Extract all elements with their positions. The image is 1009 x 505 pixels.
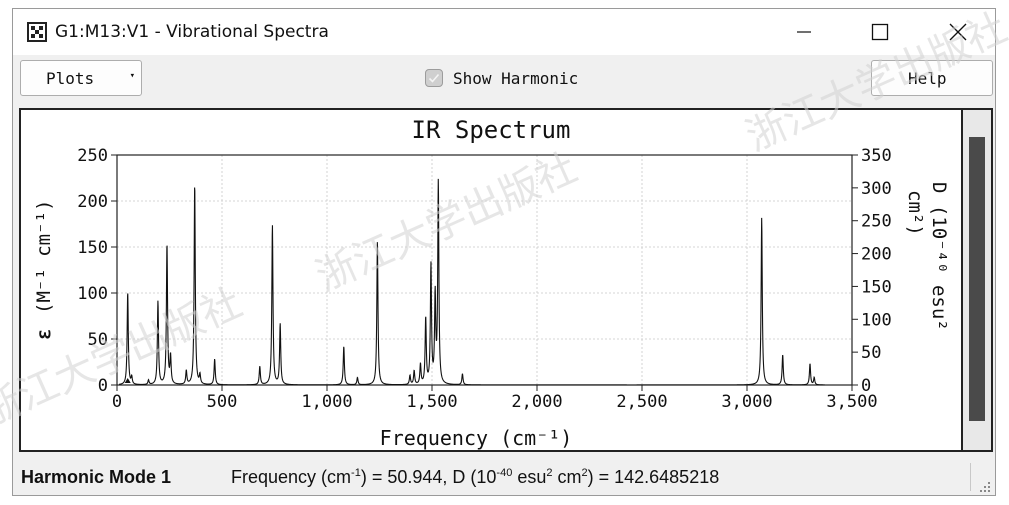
- x-tick-label: 3,500: [826, 392, 877, 412]
- vibrational-spectra-window: G1:M13:V1 - Vibrational Spectra Plots ▾ …: [12, 8, 996, 496]
- plots-dropdown-button[interactable]: Plots ▾: [20, 60, 142, 96]
- status-separator: [970, 463, 971, 491]
- status-bar: Harmonic Mode 1 Frequency (cm-1) = 50.94…: [13, 457, 995, 495]
- close-icon: [949, 23, 967, 41]
- plots-label: Plots: [46, 69, 95, 88]
- y-right-tick-label: 0: [861, 376, 871, 396]
- y-axis-left-label-group: ε (M⁻¹ cm⁻¹): [33, 200, 55, 340]
- x-axis-label: Frequency (cm⁻¹): [380, 426, 573, 450]
- x-tick-label: 500: [207, 392, 238, 412]
- y-right-tick-label: 300: [861, 179, 892, 199]
- y-left-tick-label: 0: [98, 376, 108, 396]
- y-right-tick-label: 150: [861, 277, 892, 297]
- mode-scrollbar[interactable]: [969, 137, 985, 421]
- y-right-tick-label: 200: [861, 245, 892, 265]
- y-axis-right-label-line1: D (10⁻⁴⁰ esu²: [928, 182, 950, 331]
- y-right-tick-label: 100: [861, 310, 892, 330]
- spectrum-series-line: [119, 178, 825, 386]
- y-axis-right-label-line2: cm²): [904, 190, 926, 236]
- title-bar[interactable]: G1:M13:V1 - Vibrational Spectra: [13, 9, 995, 55]
- help-label: Help: [908, 69, 947, 88]
- toolbar: Plots ▾ Show Harmonic Help: [13, 55, 995, 105]
- x-tick-label: 0: [112, 392, 122, 412]
- chevron-down-icon: ▾: [129, 71, 135, 81]
- maximize-icon: [871, 23, 889, 41]
- y-right-tick-label: 250: [861, 212, 892, 232]
- resize-grip-icon[interactable]: [979, 481, 991, 493]
- window-title: G1:M13:V1 - Vibrational Spectra: [55, 22, 329, 42]
- selected-mode-marker: [124, 378, 131, 383]
- show-harmonic-label[interactable]: Show Harmonic: [453, 69, 579, 88]
- x-tick-label: 2,000: [511, 392, 562, 412]
- y-left-tick-label: 150: [77, 238, 108, 258]
- status-frequency-info: Frequency (cm-1) = 50.944, D (10-40 esu2…: [231, 467, 720, 487]
- y-left-tick-label: 100: [77, 284, 108, 304]
- plot-area-border: [116, 154, 853, 386]
- y-right-tick-label: 50: [861, 343, 881, 363]
- mode-sidebar: [963, 108, 993, 452]
- ir-spectrum-chart: 0 50 100 150 200 250 0 50 100 150 200 250 300 350 0 5…: [33, 116, 950, 450]
- ir-spectrum-plot[interactable]: 0 50 100 150 200 250 0 50 100 150 200 250 300 350 0 5…: [19, 108, 963, 452]
- status-mode-label: Harmonic Mode 1: [21, 467, 172, 487]
- app-icon: [27, 22, 47, 42]
- y-axis-left-label: (M⁻¹ cm⁻¹): [33, 200, 55, 314]
- show-harmonic-checkbox[interactable]: [425, 69, 443, 87]
- maximize-button[interactable]: [857, 13, 903, 51]
- y-left-tick-label: 50: [88, 330, 108, 350]
- y-left-tick-label: 200: [77, 192, 108, 212]
- checkmark-icon: [428, 73, 440, 83]
- minimize-icon: [797, 31, 811, 33]
- close-button[interactable]: [935, 13, 981, 51]
- x-tick-label: 2,500: [616, 392, 667, 412]
- chart-title: IR Spectrum: [412, 116, 571, 144]
- y-axis-left-symbol: ε: [33, 329, 55, 340]
- y-right-tick-label: 350: [861, 146, 892, 166]
- x-tick-label: 3,000: [721, 392, 772, 412]
- y-axis-right-label-group: D (10⁻⁴⁰ esu² cm²): [904, 182, 950, 331]
- x-tick-label: 1,000: [301, 392, 352, 412]
- help-button[interactable]: Help: [871, 60, 993, 96]
- y-left-tick-label: 250: [77, 146, 108, 166]
- minimize-button[interactable]: [781, 13, 827, 51]
- x-tick-label: 1,500: [406, 392, 457, 412]
